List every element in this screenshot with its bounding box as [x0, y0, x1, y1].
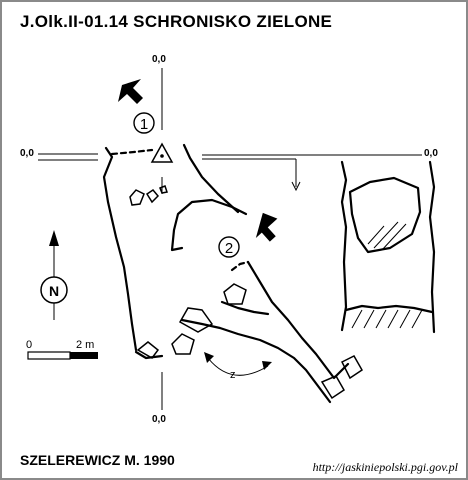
dripline-2 [230, 260, 250, 272]
rock [178, 307, 214, 333]
datum-label-right: 0,0 [424, 148, 438, 159]
section-right-wall [428, 160, 436, 334]
floor-hatch [351, 309, 423, 329]
marker-circle [133, 112, 155, 134]
left-wall [102, 146, 138, 352]
north-compass-icon: N [40, 230, 68, 320]
slope-indicator: z [204, 352, 272, 381]
triangle-dot [160, 154, 164, 158]
scale-end-label: 2 m [76, 339, 94, 351]
north-label: N [49, 283, 59, 299]
rocks [129, 185, 363, 400]
datum-label-left: 0,0 [20, 148, 34, 159]
marker-number: 2 [225, 240, 233, 257]
rock [159, 185, 168, 194]
scale-bar: 0 2 m [26, 339, 98, 360]
slope-label: z [230, 369, 236, 381]
section-left-wall [340, 160, 348, 332]
section-arrow-icon [291, 181, 301, 192]
entrance-arrow-icon [255, 212, 278, 242]
rock [129, 189, 145, 206]
datum-axes [38, 68, 422, 410]
rock [320, 375, 345, 400]
slope-arrow-icon [262, 361, 272, 370]
rock [340, 355, 363, 380]
scale-segment-white [27, 351, 71, 360]
entrance-marker-2: 2 [218, 236, 240, 258]
compass-circle [40, 276, 68, 304]
datum-triangle-icon [150, 142, 174, 163]
scale-start-label: 0 [26, 339, 32, 351]
datum-label-top: 0,0 [152, 54, 166, 65]
source-url: http://jaskiniepolski.pgi.gov.pl [312, 460, 458, 474]
rock [171, 333, 195, 355]
scale-segment-black [70, 352, 98, 359]
section-boulder [348, 176, 422, 254]
entrance-arrow-icon [118, 79, 143, 104]
page-title: J.Olk.II-01.14 SCHRONISKO ZIELONE [20, 12, 333, 31]
datum-label-bottom: 0,0 [152, 414, 166, 425]
right-upper-wall [182, 143, 240, 214]
boulder-hatch [367, 221, 407, 251]
marker-circle [218, 236, 240, 258]
dripline-1 [110, 148, 154, 156]
entrance-marker-1: 1 [133, 112, 155, 134]
slope-arc [207, 357, 269, 376]
rock [145, 189, 160, 204]
inner-ledge [220, 300, 270, 316]
rock [136, 341, 160, 359]
inner-pillar-wall [170, 198, 248, 252]
cave-walls [102, 143, 350, 404]
triangle-shape [150, 142, 174, 163]
cross-section [340, 160, 436, 334]
bottom-left-wall [134, 350, 164, 360]
marker-number: 1 [140, 116, 148, 133]
bottom-passage-wall [180, 318, 332, 404]
slope-arrow-icon [204, 352, 214, 363]
section-floor [344, 304, 434, 314]
compass-pointer [49, 230, 59, 246]
author-credit: SZELEREWICZ M. 1990 [20, 452, 175, 468]
right-lower-wall [246, 260, 350, 380]
rock [223, 283, 247, 305]
